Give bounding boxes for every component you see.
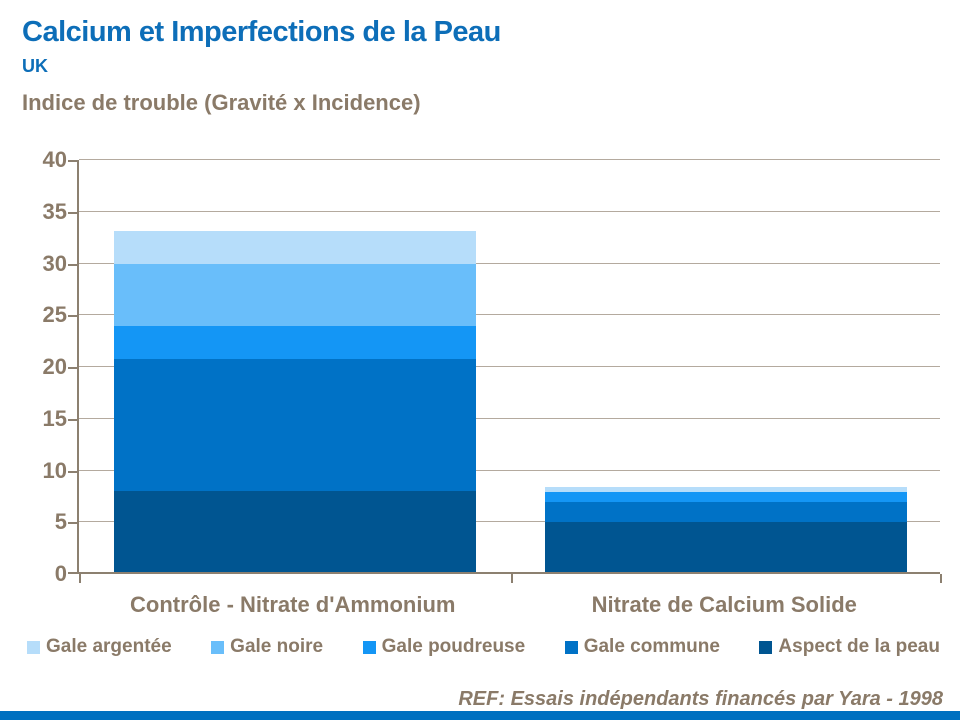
bar-segment [545, 492, 908, 502]
legend-swatch-icon [211, 640, 225, 654]
category-label: Nitrate de Calcium Solide [591, 592, 857, 617]
y-axis-tick-label: 20 [42, 354, 67, 379]
legend-item: Gale noire [211, 636, 323, 658]
legend-label: Gale poudreuse [381, 636, 526, 657]
bar-segment [113, 230, 476, 264]
page-title: Calcium et Imperfections de la Peau [22, 16, 501, 48]
y-axis-tick-mark [68, 263, 77, 266]
chart-title: Indice de trouble (Gravité x Incidence) [22, 90, 421, 115]
bar-segment [545, 501, 908, 523]
legend-label: Gale argentée [46, 636, 172, 657]
gridline-20 [79, 366, 940, 367]
legend-swatch-icon [759, 640, 773, 654]
y-axis-tick-label: 0 [54, 561, 67, 586]
gridline-5 [79, 521, 940, 523]
legend-label: Gale commune [583, 636, 720, 657]
bar-segment [113, 358, 476, 492]
legend-label: Gale noire [230, 636, 324, 657]
y-axis-tick-label: 35 [42, 198, 67, 224]
legend-swatch-icon [362, 640, 376, 654]
legend-item: Gale commune [564, 636, 720, 658]
y-axis-tick-label: 25 [42, 302, 67, 328]
stacked-bar-2 [545, 487, 908, 572]
gridline-15 [79, 417, 940, 419]
gridline-35 [79, 210, 940, 212]
gridline-40 [79, 159, 940, 160]
bar-segment [113, 263, 476, 326]
y-axis-tick-mark [68, 367, 77, 369]
bottom-accent-bar [0, 711, 960, 720]
category-labels: Contrôle - Nitrate d'Ammonium Nitrate de … [77, 592, 940, 618]
legend-item: Gale argentée [27, 636, 172, 658]
bar-segment [113, 491, 476, 572]
y-axis-tick-label: 40 [42, 147, 67, 172]
gridline-10 [79, 469, 940, 471]
y-axis-tick-label: 15 [42, 405, 67, 431]
category-label: Contrôle - Nitrate d'Ammonium [130, 592, 456, 617]
legend-swatch-icon [564, 640, 578, 654]
gridline-30 [79, 262, 940, 264]
stacked-bar-1 [113, 230, 476, 572]
bar-segment [545, 522, 908, 572]
legend: Gale argentée Gale noire Gale poudreuse Gal… [27, 636, 940, 658]
legend-item: Aspect de la peau [759, 636, 940, 658]
x-axis-tick-mark [940, 574, 942, 583]
legend-item: Gale poudreuse [362, 636, 526, 658]
legend-label: Aspect de la peau [778, 636, 940, 657]
y-axis-tick-label: 30 [42, 250, 67, 276]
y-axis-tick-label: 5 [54, 509, 67, 535]
bar-segment [545, 487, 908, 493]
y-axis-tick-mark [68, 522, 77, 525]
bar-segment [113, 325, 476, 359]
x-axis-tick-mark [510, 574, 513, 583]
footer-reference: REF: Essais indépendants financés par Ya… [458, 688, 943, 710]
y-axis-tick-mark [68, 160, 77, 162]
plot-area: 0 5 10 15 20 25 30 35 40 [43, 148, 942, 586]
page-subtitle: UK [22, 56, 48, 76]
gridline-25 [79, 314, 940, 316]
y-axis-tick-mark [68, 211, 77, 214]
y-axis-tick-mark [68, 572, 77, 574]
y-axis-tick-mark [68, 418, 77, 421]
y-axis-tick-mark [68, 315, 77, 318]
y-axis-tick-label: 10 [42, 457, 67, 483]
legend-swatch-icon [27, 640, 40, 654]
x-axis-tick-mark [79, 574, 81, 583]
y-axis-tick-mark [68, 470, 77, 473]
